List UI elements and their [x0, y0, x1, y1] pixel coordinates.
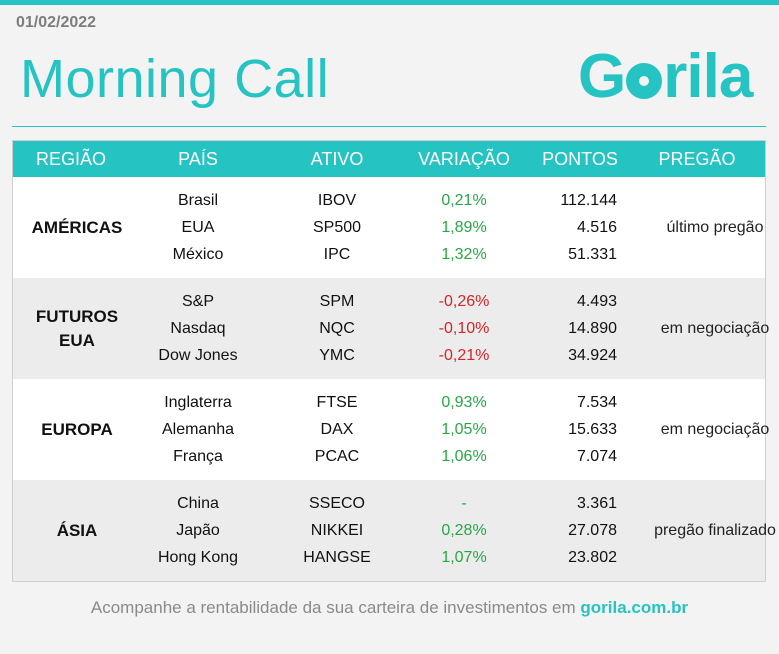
- points-cell: 27.078: [568, 522, 617, 539]
- country-cell: Nasdaq: [170, 320, 226, 337]
- table-row: França PCAC 1,06% 7.074: [13, 443, 765, 470]
- country-cell: França: [173, 448, 223, 465]
- column-header-pregao: PREGÃO: [658, 149, 736, 169]
- asset-cell: SSECO: [308, 495, 365, 512]
- asset-cell: SPM: [319, 293, 355, 310]
- variation-cell: 1,05%: [441, 421, 487, 438]
- region-group: ÁSIA China SSECO - 3.361 Japão NIKKEI 0,28% 27.0…: [13, 480, 776, 581]
- table-row: México IPC 1,32% 51.331: [13, 241, 765, 268]
- variation-cell: 1,89%: [441, 219, 487, 236]
- points-cell: 14.890: [568, 320, 617, 337]
- region-label: EUROPA: [41, 419, 113, 439]
- table-header: REGIÃO PAÍS ATIVO VARIAÇÃO PONTOS PREGÃO: [13, 141, 765, 177]
- asset-cell: PCAC: [314, 448, 360, 465]
- country-cell: México: [172, 246, 224, 263]
- asset-cell: DAX: [320, 421, 354, 438]
- trading-status: pregão finalizado: [654, 522, 776, 539]
- table-row: Nasdaq NQC -0,10% 14.890: [13, 315, 765, 342]
- variation-cell: -0,10%: [438, 320, 490, 337]
- country-cell: Brasil: [177, 192, 218, 209]
- asset-cell: NIKKEI: [310, 522, 364, 539]
- asset-cell: FTSE: [316, 394, 358, 411]
- trading-status: em negociação: [660, 320, 770, 337]
- points-cell: 23.802: [568, 549, 617, 566]
- variation-cell: 0,21%: [441, 192, 487, 209]
- points-cell: 4.516: [576, 219, 617, 236]
- variation-cell: -: [461, 495, 467, 512]
- region-label: AMÉRICAS: [31, 217, 123, 237]
- country-cell: Japão: [176, 522, 220, 539]
- footer: Acompanhe a rentabilidade da sua carteir…: [0, 598, 779, 618]
- header-divider: [12, 126, 766, 127]
- table-row: Brasil IBOV 0,21% 112.144: [13, 187, 765, 214]
- country-cell: Dow Jones: [158, 347, 238, 364]
- region-group: AMÉRICAS Brasil IBOV 0,21% 112.144 EUA SP500 1,…: [13, 177, 765, 278]
- trading-status: em negociação: [660, 421, 770, 438]
- variation-cell: -0,21%: [438, 347, 490, 364]
- points-cell: 7.534: [576, 394, 617, 411]
- asset-cell: SP500: [312, 219, 362, 236]
- column-header-pontos: PONTOS: [542, 149, 618, 169]
- variation-cell: 1,32%: [441, 246, 487, 263]
- column-header-variacao: VARIAÇÃO: [418, 149, 510, 169]
- column-header-pais: PAÍS: [178, 149, 218, 169]
- points-cell: 15.633: [568, 421, 617, 438]
- region-group: FUTUROS EUA S&P SPM -0,26% 4.493 Nasdaq NQC -0,…: [13, 278, 769, 379]
- country-cell: Alemanha: [161, 421, 235, 438]
- variation-cell: 1,06%: [441, 448, 487, 465]
- variation-cell: 0,28%: [441, 522, 487, 539]
- country-cell: China: [177, 495, 219, 512]
- country-cell: EUA: [181, 219, 215, 236]
- asset-cell: IPC: [323, 246, 351, 263]
- report-date: 01/02/2022: [16, 14, 97, 31]
- points-cell: 7.074: [576, 448, 617, 465]
- footer-link[interactable]: gorila.com.br: [580, 598, 689, 617]
- country-cell: Inglaterra: [164, 394, 232, 411]
- column-header-regiao: REGIÃO: [35, 149, 106, 169]
- points-cell: 112.144: [560, 192, 617, 209]
- region-label: ÁSIA: [56, 520, 98, 540]
- asset-cell: HANGSE: [303, 549, 371, 566]
- asset-cell: IBOV: [317, 192, 357, 209]
- points-cell: 3.361: [576, 495, 617, 512]
- asset-cell: NQC: [319, 320, 355, 337]
- table-row: China SSECO - 3.361: [13, 490, 765, 517]
- variation-cell: 1,07%: [441, 549, 487, 566]
- region-group: EUROPA Inglaterra FTSE 0,93% 7.534 Alemanha DA…: [13, 379, 769, 480]
- country-cell: S&P: [181, 293, 214, 310]
- column-header-ativo: ATIVO: [310, 149, 364, 169]
- variation-cell: -0,26%: [438, 293, 490, 310]
- footer-text: Acompanhe a rentabilidade da sua carteir…: [90, 598, 581, 617]
- points-cell: 34.924: [568, 347, 617, 364]
- points-cell: 51.331: [568, 246, 617, 263]
- trading-status: último pregão: [666, 219, 764, 236]
- table-row: EUA SP500 1,89% 4.516: [13, 214, 765, 241]
- points-cell: 4.493: [576, 293, 617, 310]
- country-cell: Hong Kong: [157, 549, 239, 566]
- table-row: Alemanha DAX 1,05% 15.633: [13, 416, 765, 443]
- table-row: Dow Jones YMC -0,21% 34.924: [13, 342, 765, 369]
- table-row: Japão NIKKEI 0,28% 27.078: [13, 517, 765, 544]
- top-accent-bar: [0, 0, 779, 5]
- table-row: S&P SPM -0,26% 4.493: [13, 288, 765, 315]
- region-label: FUTUROS EUA: [35, 306, 119, 350]
- market-table: REGIÃO PAÍS ATIVO VARIAÇÃO PONTOS PREGÃO…: [12, 140, 776, 582]
- table-row: Inglaterra FTSE 0,93% 7.534: [13, 389, 765, 416]
- variation-cell: 0,93%: [441, 394, 487, 411]
- page-title: Morning Call: [20, 49, 330, 109]
- table-row: Hong Kong HANGSE 1,07% 23.802: [13, 544, 765, 571]
- asset-cell: YMC: [319, 347, 355, 364]
